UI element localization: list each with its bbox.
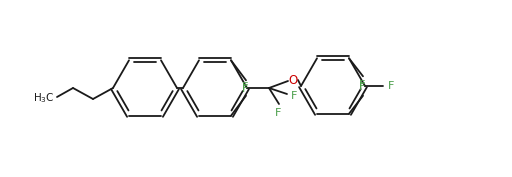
Text: F: F: [359, 80, 365, 90]
Text: O: O: [288, 73, 297, 87]
Text: F: F: [242, 82, 248, 92]
Text: F: F: [275, 108, 281, 118]
Text: H$_3$C: H$_3$C: [33, 91, 55, 105]
Text: F: F: [388, 81, 394, 91]
Text: F: F: [291, 91, 297, 101]
Text: F: F: [242, 84, 248, 94]
Text: F: F: [359, 82, 365, 92]
